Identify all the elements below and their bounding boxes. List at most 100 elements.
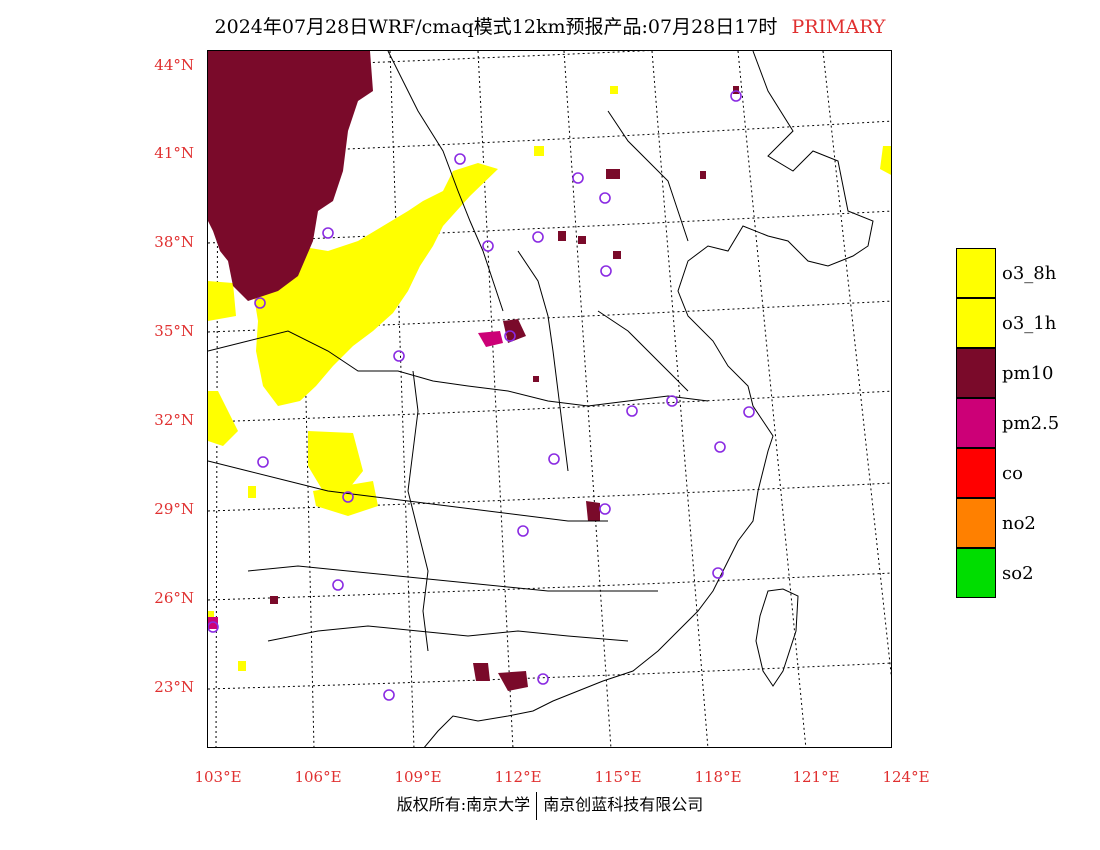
o3-region-central [253,163,498,406]
title-text: 2024年07月28日WRF/cmaq模式12km预报产品:07月28日17时 [214,16,778,38]
station-marker[interactable] [257,456,269,468]
o3-region-west2 [208,391,238,446]
station-marker[interactable] [208,621,219,633]
boundary-c [247,565,658,592]
title-tag: PRIMARY [791,16,886,38]
station-marker[interactable] [504,330,516,342]
legend-label: pm2.5 [1002,413,1060,434]
lon-label-124: 124°E [882,768,930,786]
station-marker[interactable] [599,503,611,515]
station-marker[interactable] [342,491,354,503]
pm10-dot-5 [270,596,278,604]
station-marker[interactable] [730,90,742,102]
boundary-f [517,250,569,472]
map-panel[interactable] [207,50,892,748]
o3-dot-2 [610,86,618,94]
footer-separator [536,791,538,820]
station-marker[interactable] [714,441,726,453]
o3-region-west [208,281,236,321]
pm10-region-beijing [606,169,620,179]
graticule-lat-23 [208,662,891,690]
pm10-dot-3 [613,251,621,259]
station-marker[interactable] [572,172,584,184]
pm25-regions [208,331,503,629]
station-marker[interactable] [548,453,560,465]
station-marker[interactable] [537,673,549,685]
station-marker[interactable] [332,579,344,591]
lon-label-106: 106°E [294,768,342,786]
lat-label-32: 32°N [154,411,194,429]
station-marker[interactable] [482,240,494,252]
station-marker[interactable] [626,405,638,417]
boundary-d [267,625,629,642]
graticule-lon-124 [822,51,891,678]
station-marker[interactable] [599,192,611,204]
station-marker[interactable] [532,231,544,243]
station-marker[interactable] [712,567,724,579]
lat-label-26: 26°N [154,589,194,607]
map-title: 2024年07月28日WRF/cmaq模式12km预报产品:07月28日17时 P… [0,12,1100,39]
lat-label-41: 41°N [154,144,194,162]
boundary-h [597,310,689,392]
graticule-lat-29 [208,482,891,512]
legend-label: pm10 [1002,363,1054,384]
lon-label-112: 112°E [494,768,542,786]
boundary-a [208,330,709,407]
pm10-dot-6 [533,376,539,382]
pm10-region-guangdong2 [498,671,528,691]
pm10-region-jiangxi [586,501,600,521]
graticule-lon-121 [737,51,807,747]
legend-label: no2 [1002,513,1036,534]
boundary-i [607,110,689,242]
graticule-lat-26 [208,572,891,601]
stations [208,90,755,701]
legend-label: co [1002,463,1023,484]
o3-region-sichuan [308,431,363,496]
lat-label-44: 44°N [154,56,194,74]
lon-label-103: 103°E [194,768,242,786]
pm10-regions [208,51,739,691]
legend-swatch [956,248,996,298]
lat-label-38: 38°N [154,233,194,251]
lat-label-29: 29°N [154,500,194,518]
pm10-dot-7 [700,171,706,179]
o3-dot-4 [238,661,246,671]
graticule-lon-109 [389,51,415,747]
coastline [424,51,874,747]
pm10-dot-2 [578,236,586,244]
o3-dot-1 [534,146,544,156]
lat-label-35: 35°N [154,322,194,340]
o3-region-east [880,146,891,175]
station-marker[interactable] [454,153,466,165]
o3-dot-5 [208,611,214,619]
legend-swatch [956,448,996,498]
copyright-footer: 版权所有:南京大学 南京创蓝科技有限公司 [0,791,1100,820]
station-marker[interactable] [383,689,395,701]
pm10-dot-4 [733,86,739,94]
boundaries [208,51,874,747]
station-marker[interactable] [517,525,529,537]
station-marker[interactable] [600,265,612,277]
pm25-region-henan [478,331,503,347]
station-marker[interactable] [743,406,755,418]
taiwan-outline [755,588,799,687]
legend-swatch [956,498,996,548]
footer-left: 版权所有:南京大学 [396,795,531,814]
lon-label-118: 118°E [694,768,742,786]
lon-label-109: 109°E [394,768,442,786]
station-marker[interactable] [254,297,266,309]
pm10-region-henan [503,319,526,343]
station-marker[interactable] [322,227,334,239]
lon-label-115: 115°E [594,768,642,786]
graticule-lon-112 [477,51,514,747]
legend-label: o3_8h [1002,263,1057,284]
legend-swatch [956,398,996,448]
boundary-b [208,460,608,522]
station-marker[interactable] [393,350,405,362]
legend-swatch [956,298,996,348]
map-canvas [208,51,891,747]
legend-swatch [956,348,996,398]
pm10-dot-1 [558,231,566,241]
station-marker[interactable] [666,395,678,407]
pm10-region-northwest [208,51,373,301]
